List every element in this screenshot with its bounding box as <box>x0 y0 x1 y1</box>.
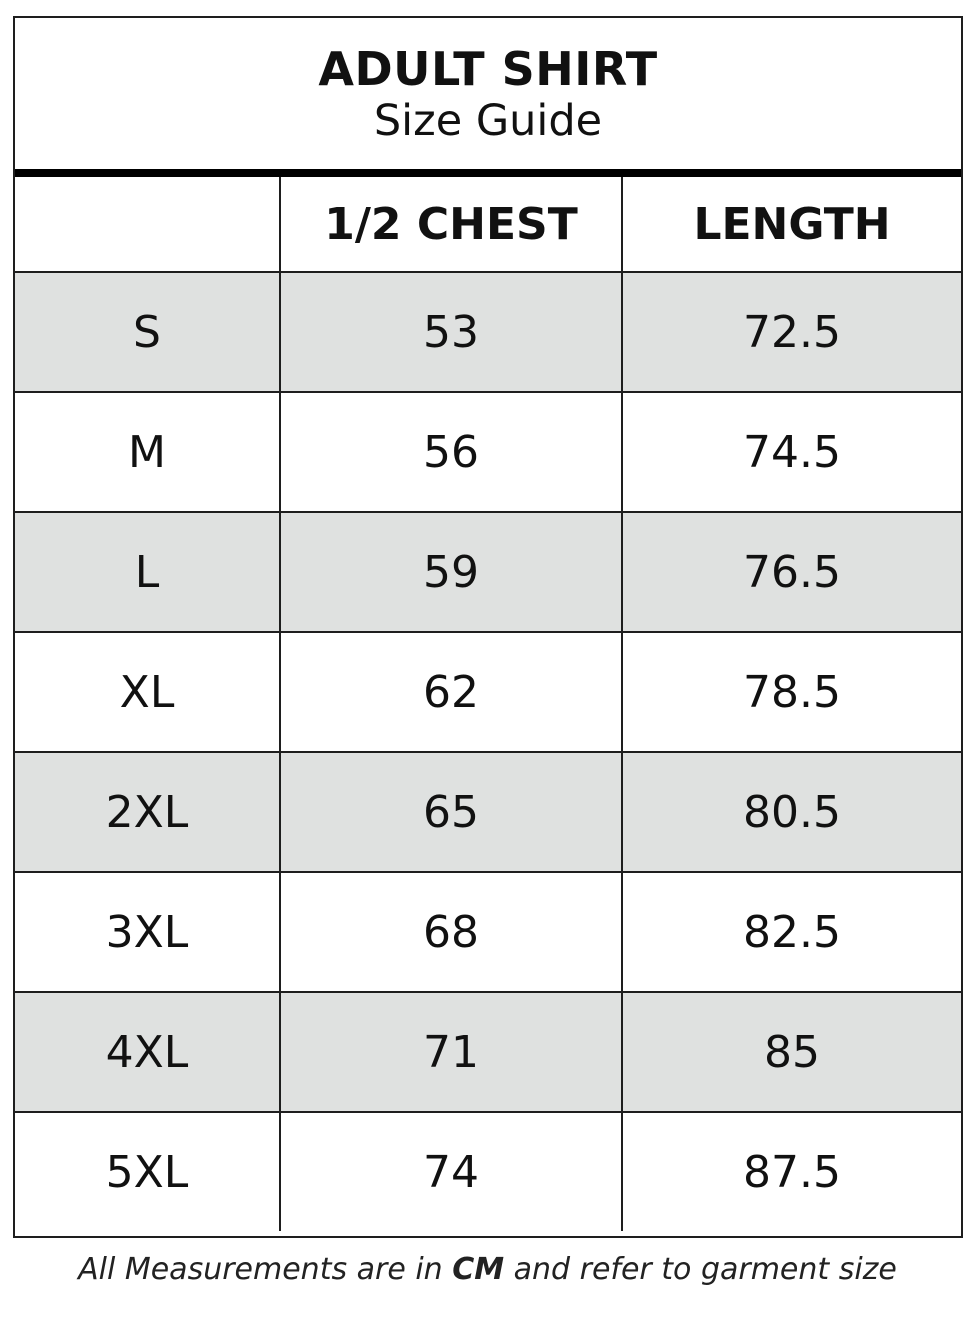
length-cell: 80.5 <box>621 751 961 873</box>
chest-cell: 71 <box>279 991 623 1113</box>
table-row: 2XL 65 80.5 <box>15 751 961 873</box>
size-cell: S <box>15 271 281 393</box>
title-divider <box>15 169 961 177</box>
length-cell: 85 <box>621 991 961 1113</box>
chest-cell: 56 <box>279 391 623 513</box>
table-row: L 59 76.5 <box>15 511 961 633</box>
size-table: 1/2 CHEST LENGTH S 53 72.5 M 56 74.5 L 59 76.5 XL… <box>15 177 961 1231</box>
size-guide-table-frame: ADULT SHIRT Size Guide 1/2 CHEST LENGTH … <box>13 16 963 1238</box>
table-row: 4XL 71 85 <box>15 991 961 1113</box>
header-chest: 1/2 CHEST <box>279 177 623 273</box>
length-cell: 72.5 <box>621 271 961 393</box>
page-subtitle: Size Guide <box>373 96 603 146</box>
chest-cell: 62 <box>279 631 623 753</box>
table-row: 3XL 68 82.5 <box>15 871 961 993</box>
title-box: ADULT SHIRT Size Guide <box>15 18 961 168</box>
page-title: ADULT SHIRT <box>318 42 658 96</box>
size-cell: L <box>15 511 281 633</box>
table-row: M 56 74.5 <box>15 391 961 513</box>
table-row: S 53 72.5 <box>15 271 961 393</box>
size-cell: 2XL <box>15 751 281 873</box>
header-size <box>15 177 281 273</box>
chest-cell: 74 <box>279 1111 623 1231</box>
table-row: XL 62 78.5 <box>15 631 961 753</box>
chest-cell: 65 <box>279 751 623 873</box>
size-cell: XL <box>15 631 281 753</box>
measurement-note: All Measurements are in CM and refer to … <box>0 1252 975 1287</box>
chest-cell: 53 <box>279 271 623 393</box>
size-cell: M <box>15 391 281 513</box>
header-row: 1/2 CHEST LENGTH <box>15 177 961 273</box>
header-length: LENGTH <box>621 177 961 273</box>
length-cell: 82.5 <box>621 871 961 993</box>
chest-cell: 59 <box>279 511 623 633</box>
length-cell: 74.5 <box>621 391 961 513</box>
note-text-before: All Measurements are in <box>78 1252 453 1287</box>
note-text-after: and refer to garment size <box>504 1252 897 1287</box>
table-row: 5XL 74 87.5 <box>15 1111 961 1231</box>
size-cell: 4XL <box>15 991 281 1113</box>
chest-cell: 68 <box>279 871 623 993</box>
length-cell: 87.5 <box>621 1111 961 1231</box>
length-cell: 76.5 <box>621 511 961 633</box>
size-cell: 3XL <box>15 871 281 993</box>
note-unit: CM <box>452 1252 505 1287</box>
length-cell: 78.5 <box>621 631 961 753</box>
size-cell: 5XL <box>15 1111 281 1231</box>
